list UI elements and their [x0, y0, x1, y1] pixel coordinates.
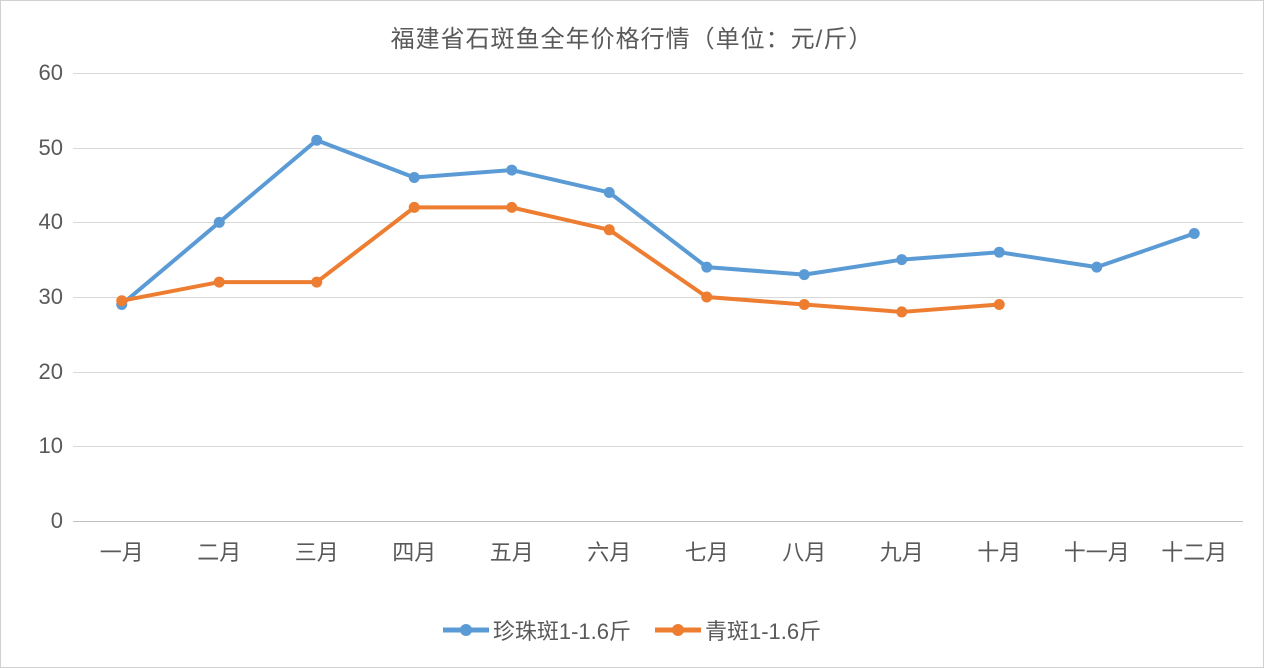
x-axis-label: 十二月	[1161, 521, 1227, 567]
chart-title: 福建省石斑鱼全年价格行情（单位：元/斤）	[1, 19, 1263, 54]
y-axis-label: 0	[51, 508, 73, 534]
x-axis-label: 八月	[782, 521, 826, 567]
y-axis-label: 10	[39, 433, 73, 459]
x-axis-label: 三月	[295, 521, 339, 567]
y-axis-label: 40	[39, 209, 73, 235]
y-axis-label: 50	[39, 135, 73, 161]
series-青斑1-1.6斤	[73, 73, 1243, 521]
y-axis-label: 30	[39, 284, 73, 310]
data-point	[896, 306, 907, 317]
y-axis-label: 60	[39, 60, 73, 86]
legend-item: 青斑1-1.6斤	[655, 614, 821, 646]
data-point	[799, 299, 810, 310]
data-point	[506, 202, 517, 213]
plot-area: 0102030405060一月二月三月四月五月六月七月八月九月十月十一月十二月	[73, 73, 1243, 521]
data-point	[701, 292, 712, 303]
x-axis-label: 十一月	[1064, 521, 1130, 567]
legend-label: 珍珠斑1-1.6斤	[493, 614, 631, 646]
x-axis-label: 九月	[880, 521, 924, 567]
data-point	[214, 277, 225, 288]
data-point	[994, 299, 1005, 310]
x-axis-label: 七月	[685, 521, 729, 567]
x-axis-label: 五月	[490, 521, 534, 567]
legend-swatch	[443, 623, 489, 637]
x-axis-label: 二月	[197, 521, 241, 567]
legend-swatch	[655, 623, 701, 637]
legend-label: 青斑1-1.6斤	[705, 614, 821, 646]
x-axis-label: 六月	[587, 521, 631, 567]
data-point	[116, 295, 127, 306]
x-axis-label: 十月	[977, 521, 1021, 567]
legend: 珍珠斑1-1.6斤 青斑1-1.6斤	[1, 614, 1263, 646]
x-axis-label: 一月	[100, 521, 144, 567]
data-point	[604, 224, 615, 235]
data-point	[311, 277, 322, 288]
data-point	[409, 202, 420, 213]
x-axis-label: 四月	[392, 521, 436, 567]
chart-container: 福建省石斑鱼全年价格行情（单位：元/斤） 0102030405060一月二月三月…	[0, 0, 1264, 668]
y-axis-label: 20	[39, 359, 73, 385]
legend-item: 珍珠斑1-1.6斤	[443, 614, 631, 646]
